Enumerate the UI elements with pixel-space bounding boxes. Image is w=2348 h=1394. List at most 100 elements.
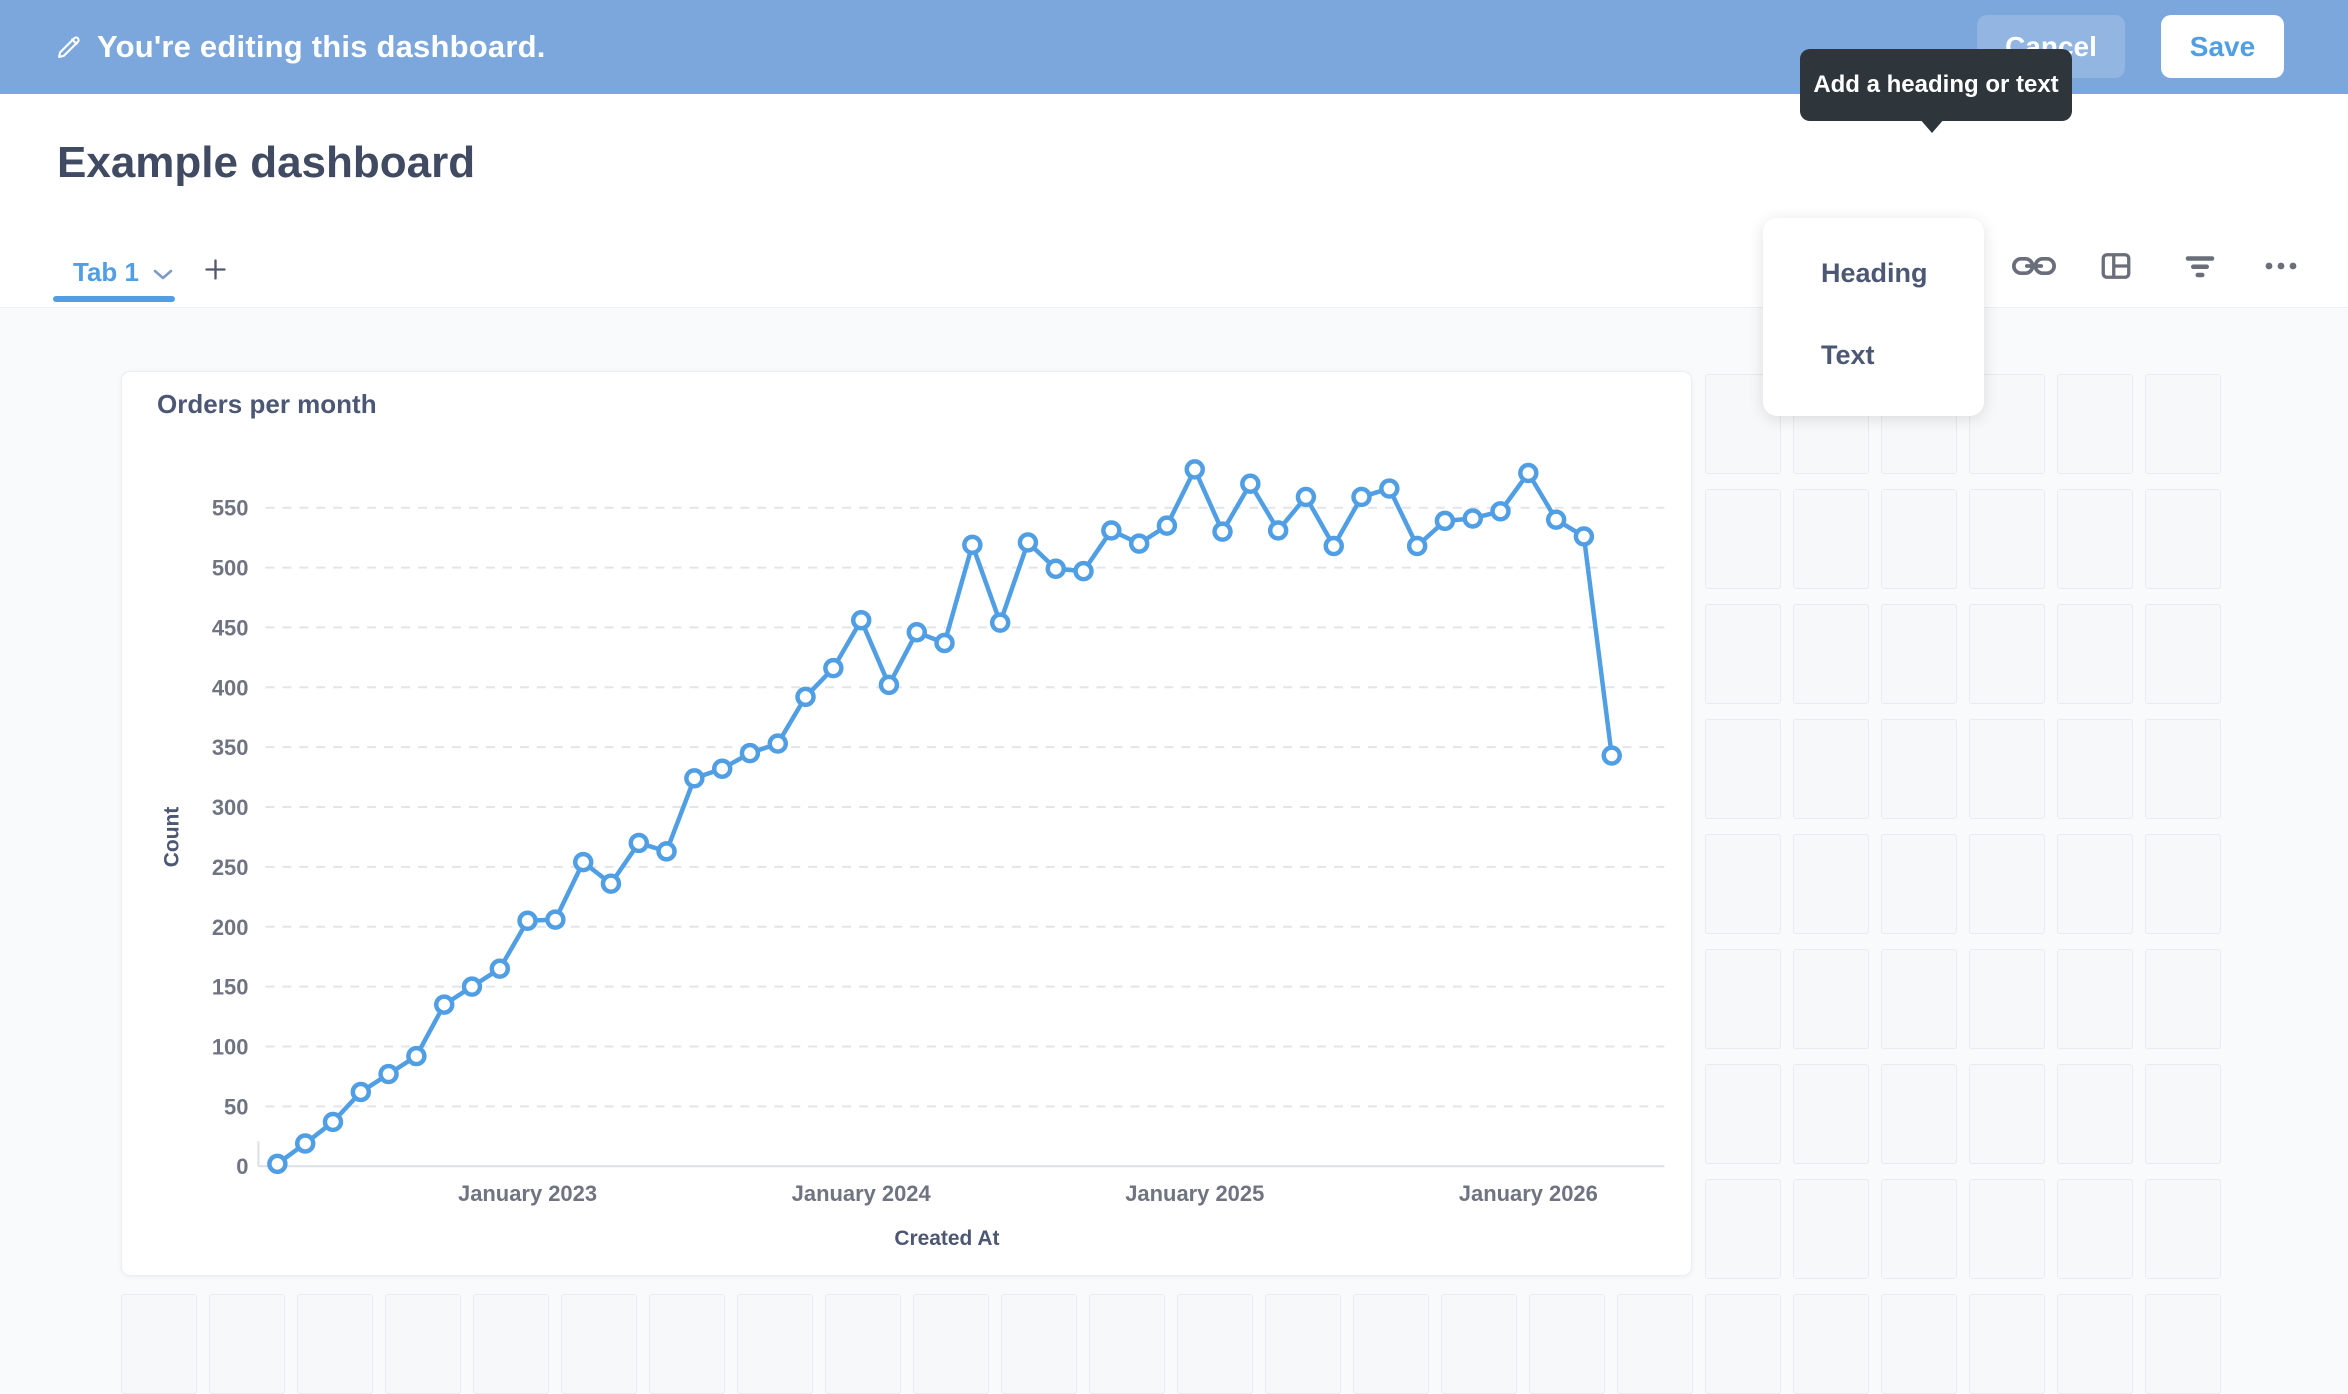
grid-cell [1705, 1064, 1781, 1164]
grid-cell [1969, 1179, 2045, 1279]
grid-cell [561, 1294, 637, 1394]
grid-cell [1881, 1294, 1957, 1394]
save-button[interactable]: Save [2161, 15, 2284, 78]
grid-cell [2057, 1294, 2133, 1394]
pencil-icon [55, 33, 83, 61]
add-tab-button[interactable] [192, 246, 238, 296]
grid-cell [1969, 719, 2045, 819]
add-link-button[interactable] [2000, 239, 2068, 295]
grid-cell [2057, 1179, 2133, 1279]
grid-cell [1969, 834, 2045, 934]
grid-cell [1881, 1179, 1957, 1279]
grid-cell [1793, 1064, 1869, 1164]
grid-cell [2145, 1064, 2221, 1164]
svg-text:Count: Count [161, 807, 184, 867]
grid-cell [1793, 489, 1869, 589]
svg-text:350: 350 [212, 735, 249, 760]
grid-cell [1617, 1294, 1693, 1394]
grid-cell [1705, 604, 1781, 704]
page-title: Example dashboard [57, 138, 476, 187]
add-section-button[interactable] [2086, 239, 2146, 295]
dashboard-header: Example dashboard T [0, 94, 2348, 308]
grid-cell [1881, 719, 1957, 819]
svg-text:0: 0 [236, 1154, 248, 1179]
grid-cell [825, 1294, 901, 1394]
grid-cell [385, 1294, 461, 1394]
grid-cell [297, 1294, 373, 1394]
grid-cell [1969, 489, 2045, 589]
grid-cell [2145, 1294, 2221, 1394]
link-icon [2011, 248, 2057, 287]
grid-cell [1793, 604, 1869, 704]
grid-cell [1001, 1294, 1077, 1394]
active-tab-indicator [53, 296, 175, 302]
svg-text:January 2023: January 2023 [458, 1181, 597, 1206]
grid-cell [2145, 719, 2221, 819]
svg-text:100: 100 [212, 1034, 249, 1059]
grid-cell [1793, 1179, 1869, 1279]
grid-cell [1969, 604, 2045, 704]
grid-cell [1353, 1294, 1429, 1394]
menu-item-text[interactable]: Text [1821, 340, 1875, 370]
add-heading-tooltip: Add a heading or text [1800, 49, 2072, 121]
svg-text:Created At: Created At [894, 1227, 999, 1250]
plus-icon [202, 256, 229, 286]
grid-cell [2145, 604, 2221, 704]
grid-cell [1705, 1179, 1781, 1279]
svg-text:500: 500 [212, 556, 249, 581]
grid-cell [1793, 949, 1869, 1049]
grid-cell [2057, 1064, 2133, 1164]
svg-text:300: 300 [212, 795, 249, 820]
grid-cell [1705, 949, 1781, 1049]
orders-per-month-card[interactable]: 0 50 100 150 200 250 300 350 400 450 500 550 January… [121, 371, 1692, 1276]
grid-cell [2057, 834, 2133, 934]
grid-cell [209, 1294, 285, 1394]
grid-cell [1705, 1294, 1781, 1394]
more-options-button[interactable] [2250, 239, 2312, 295]
grid-cell [121, 1294, 197, 1394]
grid-cell [2057, 489, 2133, 589]
grid-cell [2145, 949, 2221, 1049]
svg-text:400: 400 [212, 675, 249, 700]
grid-cell [1705, 834, 1781, 934]
add-section-icon [2098, 248, 2134, 287]
svg-text:200: 200 [212, 915, 249, 940]
grid-cell [1881, 489, 1957, 589]
ellipsis-icon [2261, 256, 2301, 279]
grid-cell [1969, 949, 2045, 1049]
grid-cell [1089, 1294, 1165, 1394]
grid-cell [1705, 489, 1781, 589]
grid-cell [1265, 1294, 1341, 1394]
grid-cell [2145, 1179, 2221, 1279]
grid-cell [1969, 1294, 2045, 1394]
tab-1[interactable]: Tab 1 [73, 252, 173, 292]
grid-cell [1793, 834, 1869, 934]
grid-cell [2057, 949, 2133, 1049]
tooltip-label: Add a heading or text [1813, 71, 2059, 98]
grid-cell [1881, 834, 1957, 934]
grid-cell [913, 1294, 989, 1394]
grid-cell [1881, 1064, 1957, 1164]
svg-text:450: 450 [212, 615, 249, 640]
editing-message: You're editing this dashboard. [97, 29, 546, 64]
svg-text:150: 150 [212, 975, 249, 1000]
add-filter-button[interactable] [2170, 239, 2230, 295]
menu-item-heading[interactable]: Heading [1821, 258, 1928, 288]
svg-text:January 2026: January 2026 [1459, 1181, 1598, 1206]
svg-text:250: 250 [212, 855, 249, 880]
grid-cell [1705, 719, 1781, 819]
filter-icon [2182, 248, 2218, 287]
svg-text:550: 550 [212, 496, 249, 521]
tab-1-label: Tab 1 [73, 256, 139, 287]
tab-chevron-down-icon[interactable] [153, 257, 173, 288]
grid-cell [2145, 374, 2221, 474]
tooltip-arrow [1919, 118, 1945, 133]
grid-cell [2145, 834, 2221, 934]
orders-line-chart: 0 50 100 150 200 250 300 350 400 450 500 550 January… [161, 459, 1665, 1250]
grid-cell [1177, 1294, 1253, 1394]
grid-cell [2057, 719, 2133, 819]
grid-cell [1881, 604, 1957, 704]
grid-cell [2057, 604, 2133, 704]
grid-cell [1441, 1294, 1517, 1394]
grid-cell [1793, 1294, 1869, 1394]
